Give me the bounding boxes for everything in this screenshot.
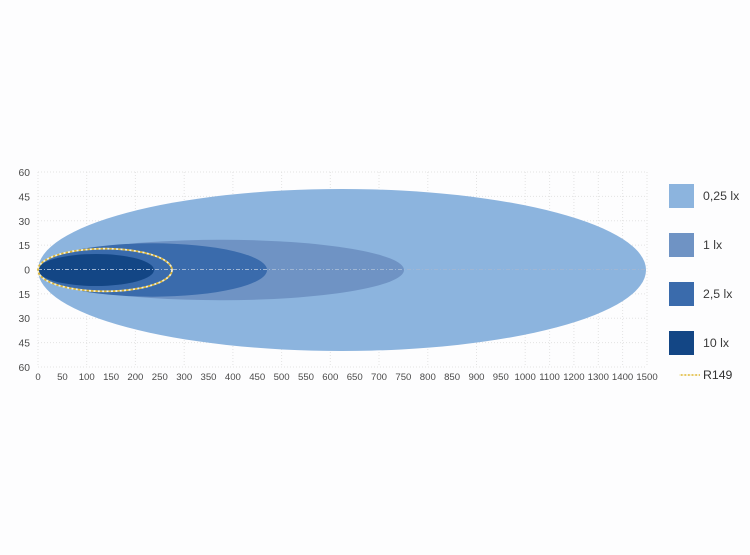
svg-text:950: 950 (493, 372, 509, 383)
svg-text:100: 100 (79, 372, 95, 383)
svg-text:1000: 1000 (515, 372, 536, 383)
svg-text:0,25 lx: 0,25 lx (703, 189, 740, 203)
svg-text:60: 60 (19, 168, 31, 179)
svg-text:1400: 1400 (612, 372, 633, 383)
svg-text:1200: 1200 (563, 372, 584, 383)
svg-text:400: 400 (225, 372, 241, 383)
svg-text:2,5 lx: 2,5 lx (703, 287, 733, 301)
svg-text:10 lx: 10 lx (703, 336, 730, 350)
svg-text:45: 45 (19, 339, 31, 350)
svg-text:15: 15 (19, 290, 31, 301)
svg-text:30: 30 (19, 217, 31, 228)
svg-text:550: 550 (298, 372, 314, 383)
svg-text:1100: 1100 (539, 372, 560, 383)
svg-text:600: 600 (322, 372, 338, 383)
svg-text:60: 60 (19, 363, 31, 374)
svg-text:1 lx: 1 lx (703, 238, 723, 252)
svg-text:900: 900 (468, 372, 484, 383)
svg-text:0: 0 (24, 266, 30, 277)
svg-text:45: 45 (19, 192, 31, 203)
svg-text:200: 200 (127, 372, 143, 383)
svg-text:700: 700 (371, 372, 387, 383)
svg-text:800: 800 (420, 372, 436, 383)
svg-text:15: 15 (19, 241, 31, 252)
svg-text:750: 750 (395, 372, 411, 383)
svg-text:50: 50 (57, 372, 68, 383)
svg-text:0: 0 (35, 372, 40, 383)
svg-text:450: 450 (249, 372, 265, 383)
svg-text:850: 850 (444, 372, 460, 383)
svg-text:300: 300 (176, 372, 192, 383)
svg-text:150: 150 (103, 372, 119, 383)
svg-text:30: 30 (19, 314, 31, 325)
svg-text:250: 250 (152, 372, 168, 383)
svg-text:1300: 1300 (588, 372, 609, 383)
svg-text:1500: 1500 (636, 372, 657, 383)
svg-text:350: 350 (200, 372, 216, 383)
svg-text:650: 650 (347, 372, 363, 383)
svg-text:R149: R149 (703, 368, 733, 382)
svg-text:500: 500 (274, 372, 290, 383)
